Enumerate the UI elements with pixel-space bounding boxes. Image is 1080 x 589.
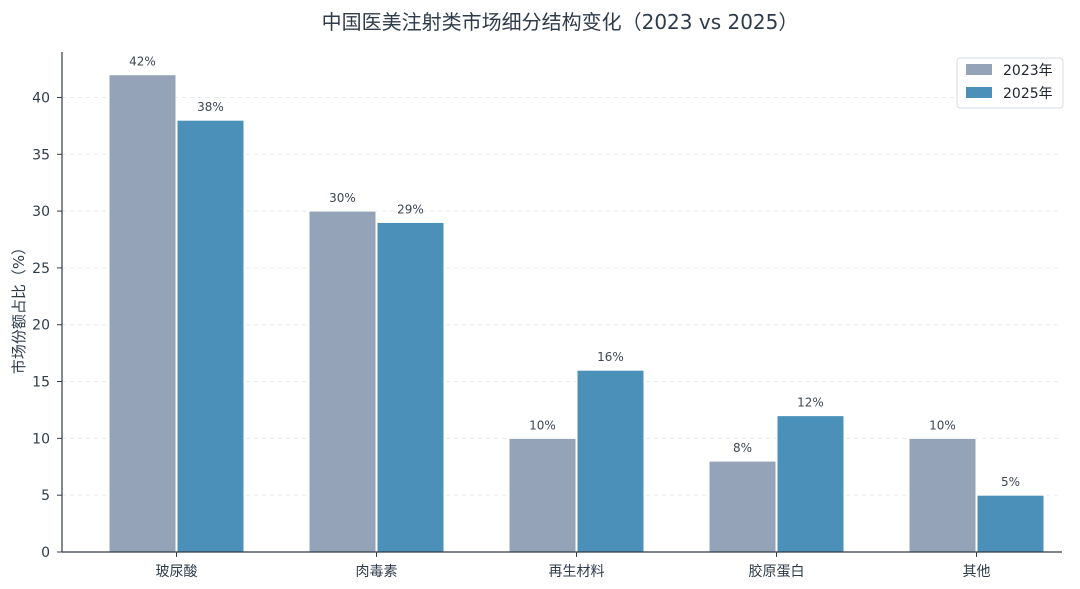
legend-label-1: 2025年	[1003, 86, 1053, 102]
x-tick-label-4: 其他	[963, 564, 991, 580]
x-tick-label-2: 再生材料	[549, 564, 605, 580]
legend: 2023年 2025年	[956, 57, 1064, 109]
y-tick-label-40: 40	[32, 90, 50, 106]
chart-title: 中国医美注射类市场细分结构变化（2023 vs 2025）	[322, 10, 799, 34]
x-tick-label-3: 胶原蛋白	[749, 563, 805, 580]
data-label-1-1: 29%	[397, 202, 424, 216]
y-tick-label-15: 15	[32, 375, 50, 391]
bar-1-2	[576, 369, 645, 553]
tick-labels: 0 5 10 15 20 25 30 35 40 玻尿酸 肉毒素 再生材料 胶原蛋白 其他	[32, 90, 990, 580]
legend-swatch-1	[966, 87, 992, 98]
data-label-0-4: 10%	[929, 418, 956, 432]
bar-0-0	[108, 74, 177, 553]
data-label-0-2: 10%	[529, 418, 556, 432]
bar-1-4	[976, 494, 1045, 553]
axes	[57, 52, 1062, 557]
bar-0-1	[308, 210, 377, 553]
data-label-1-3: 12%	[797, 396, 824, 410]
data-label-0-0: 42%	[129, 55, 156, 69]
x-tick-label-1: 肉毒素	[356, 564, 398, 580]
y-tick-label-25: 25	[32, 261, 50, 277]
y-tick-label-20: 20	[32, 318, 50, 334]
y-tick-label-5: 5	[41, 488, 50, 504]
data-label-1-2: 16%	[597, 350, 624, 364]
bar-1-3	[776, 415, 845, 553]
y-axis-label: 市场份额占比（%）	[10, 240, 28, 374]
bar-0-2	[508, 437, 577, 553]
data-label-0-1: 30%	[329, 191, 356, 205]
legend-swatch-0	[966, 64, 992, 75]
x-tick-label-0: 玻尿酸	[156, 564, 198, 580]
y-tick-label-35: 35	[32, 147, 50, 163]
data-label-1-4: 5%	[1001, 475, 1020, 489]
data-label-0-3: 8%	[733, 441, 752, 455]
bar-0-4	[908, 437, 977, 553]
y-tick-label-30: 30	[32, 204, 50, 220]
bars	[108, 74, 1045, 553]
data-label-1-0: 38%	[197, 100, 224, 114]
bar-1-1	[376, 221, 445, 553]
y-tick-label-10: 10	[32, 431, 50, 447]
bar-1-0	[176, 119, 245, 553]
bar-0-3	[708, 460, 777, 553]
legend-label-0: 2023年	[1003, 63, 1053, 79]
data-labels: 42% 38% 30% 29% 10% 16% 8% 12% 10% 5%	[129, 55, 1020, 489]
y-tick-label-0: 0	[41, 545, 50, 561]
